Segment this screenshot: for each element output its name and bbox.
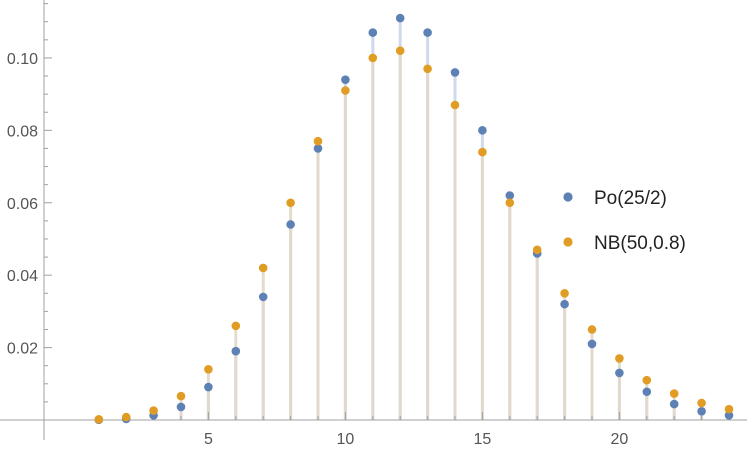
points-layer — [94, 13, 734, 425]
point-po — [395, 13, 405, 23]
point-po — [286, 220, 295, 229]
legend-marker — [563, 237, 573, 247]
point-po — [341, 75, 350, 84]
point-nb — [697, 398, 706, 408]
point-nb — [368, 53, 378, 63]
point-nb — [149, 406, 158, 415]
point-po — [642, 387, 652, 397]
point-nb — [450, 100, 460, 110]
point-nb — [505, 198, 515, 208]
y-tick-label: 0.10 — [7, 51, 38, 68]
point-nb — [313, 136, 323, 146]
point-nb — [395, 46, 405, 55]
point-po — [478, 126, 487, 135]
legend-label: NB(50,0.8) — [594, 233, 686, 254]
y-tick-label: 0.06 — [7, 196, 38, 213]
legend: Po(25/2) NB(50,0.8) — [563, 188, 686, 254]
point-nb — [286, 198, 295, 208]
point-nb — [423, 64, 432, 74]
point-nb — [176, 391, 186, 401]
point-po — [587, 339, 597, 349]
x-tick-label: 10 — [337, 431, 355, 448]
point-po — [231, 346, 241, 356]
y-ticks: 0.02 0.04 0.06 0.08 0.10 — [7, 3, 52, 403]
x-tick-label: 15 — [474, 431, 492, 448]
legend-label: Po(25/2) — [594, 188, 667, 209]
point-po — [204, 382, 213, 392]
x-tick-label: 5 — [204, 431, 213, 448]
point-nb — [478, 147, 487, 157]
point-po — [368, 28, 378, 37]
point-po — [724, 410, 734, 420]
point-po — [560, 299, 569, 309]
point-po — [313, 144, 323, 153]
point-nb — [724, 404, 734, 414]
point-nb — [121, 412, 131, 422]
point-nb — [341, 86, 350, 95]
point-nb — [560, 288, 569, 298]
point-po — [615, 368, 624, 378]
point-nb — [615, 354, 624, 363]
point-nb — [94, 414, 104, 424]
x-ticks: 510152025 — [98, 412, 730, 448]
point-po — [423, 28, 432, 37]
point-nb — [231, 321, 241, 331]
point-nb — [258, 263, 268, 273]
x-tick-label: 20 — [611, 431, 629, 448]
point-nb — [587, 325, 597, 334]
point-nb — [532, 245, 542, 255]
point-po — [258, 292, 268, 302]
legend-marker — [563, 192, 573, 202]
stems-layer — [97, 18, 731, 420]
y-tick-label: 0.04 — [7, 268, 38, 285]
point-po — [450, 68, 460, 77]
point-po — [176, 402, 186, 412]
point-po — [697, 407, 706, 416]
point-po — [669, 399, 679, 409]
point-po — [505, 191, 515, 200]
y-tick-label: 0.02 — [7, 341, 38, 358]
point-nb — [642, 375, 652, 385]
point-nb — [669, 389, 679, 398]
y-tick-label: 0.08 — [7, 123, 38, 140]
point-nb — [204, 365, 213, 374]
